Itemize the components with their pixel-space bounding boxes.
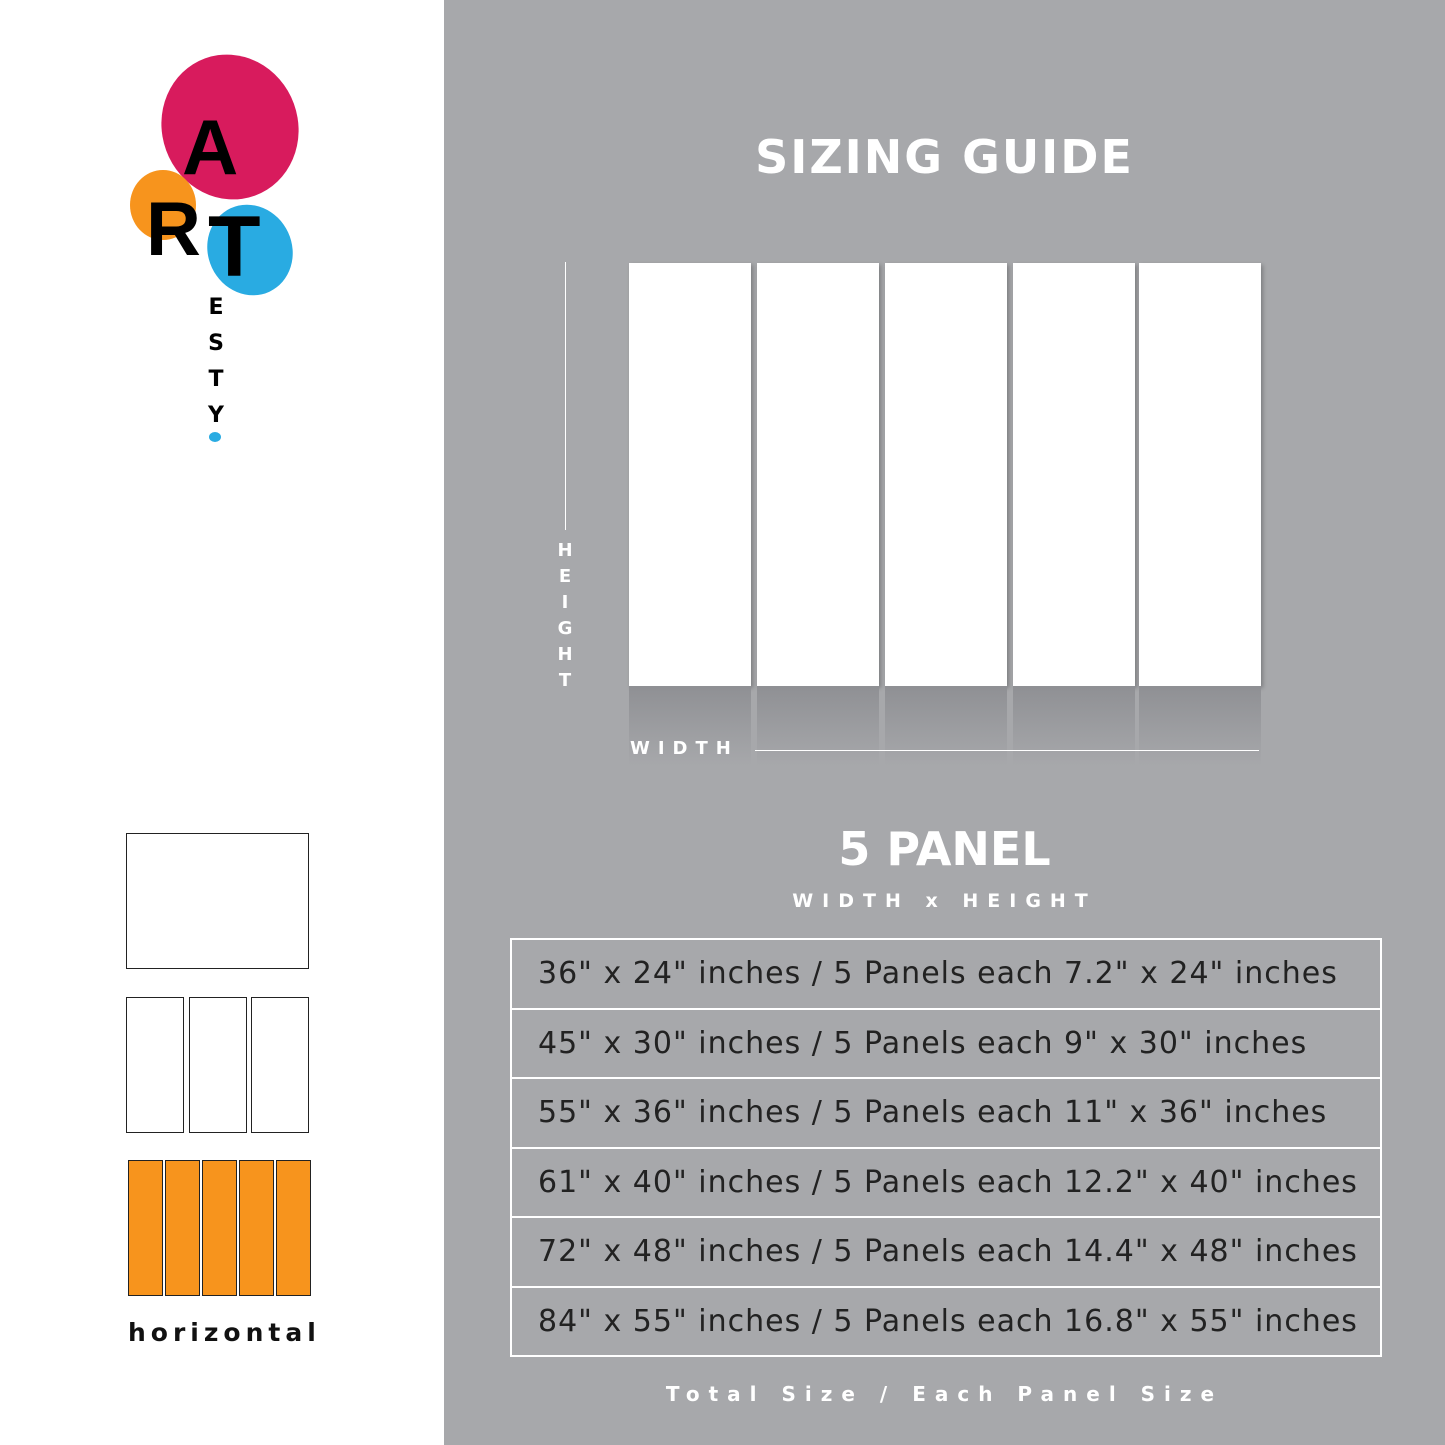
size-table: 36" x 24" inches / 5 Panels each 7.2" x …: [510, 938, 1382, 1357]
table-row: 61" x 40" inches / 5 Panels each 12.2" x…: [510, 1146, 1382, 1218]
panel-4: [1013, 263, 1135, 686]
five-panel-icon-1: [128, 1160, 163, 1296]
panel-reflection: [1139, 686, 1261, 766]
orientation-label: horizontal: [128, 1318, 321, 1347]
size-option: 61" x 40" inches / 5 Panels each 12.2" x…: [510, 1146, 1382, 1218]
three-panel-icon-1: [126, 997, 184, 1133]
five-panel-icon-5: [276, 1160, 311, 1296]
size-option: 45" x 30" inches / 5 Panels each 9" x 30…: [510, 1007, 1382, 1079]
table-row: 72" x 48" inches / 5 Panels each 14.4" x…: [510, 1216, 1382, 1288]
five-panel-icon-2: [165, 1160, 200, 1296]
five-panel-icon-4: [239, 1160, 274, 1296]
width-label: WIDTH: [630, 738, 739, 759]
panel-reflection: [1013, 686, 1135, 766]
five-panel-icon-3: [202, 1160, 237, 1296]
table-row: 84" x 55" inches / 5 Panels each 16.8" x…: [510, 1285, 1382, 1357]
size-option: 55" x 36" inches / 5 Panels each 11" x 3…: [510, 1077, 1382, 1149]
panel-3: [885, 263, 1007, 686]
logo-dot: [209, 432, 221, 442]
three-panel-icon-3: [251, 997, 309, 1133]
width-line: [755, 750, 1259, 751]
three-panel-icon-2: [189, 997, 247, 1133]
table-caption: Total Size / Each Panel Size: [665, 1382, 1224, 1406]
panel-reflection: [757, 686, 879, 766]
product-name: 5 PANEL: [838, 822, 1051, 876]
table-row: 45" x 30" inches / 5 Panels each 9" x 30…: [510, 1007, 1382, 1079]
size-option: 36" x 24" inches / 5 Panels each 7.2" x …: [510, 938, 1382, 1010]
page-title: SIZING GUIDE: [755, 130, 1134, 184]
table-row: 36" x 24" inches / 5 Panels each 7.2" x …: [510, 938, 1382, 1010]
panel-reflection: [629, 686, 751, 766]
dimension-label: WIDTH x HEIGHT: [792, 890, 1097, 912]
panel-reflection: [885, 686, 1007, 766]
height-line: [565, 262, 566, 530]
table-row: 55" x 36" inches / 5 Panels each 11" x 3…: [510, 1077, 1382, 1149]
panel-5: [1139, 263, 1261, 686]
brand-logo: A R T: [120, 35, 320, 460]
panel-2: [757, 263, 879, 686]
size-option: 72" x 48" inches / 5 Panels each 14.4" x…: [510, 1216, 1382, 1288]
single-panel-icon: [126, 833, 309, 969]
size-option: 84" x 55" inches / 5 Panels each 16.8" x…: [510, 1285, 1382, 1357]
panel-1: [629, 263, 751, 686]
